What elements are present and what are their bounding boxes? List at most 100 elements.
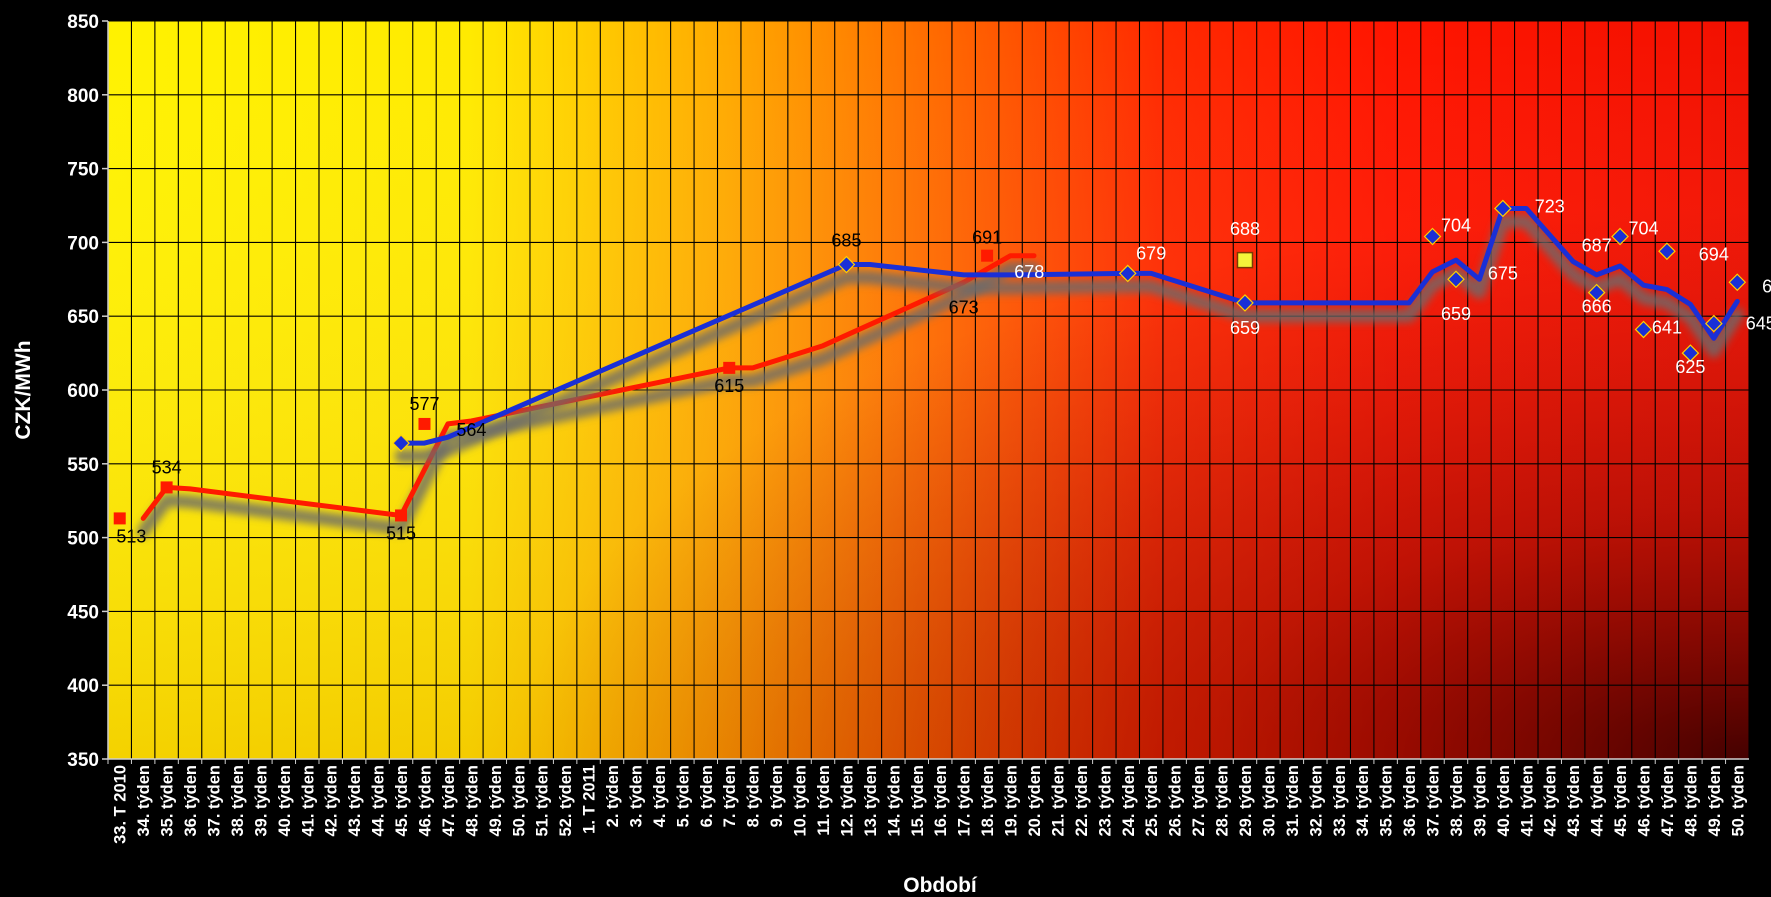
data-label: 534 [152,457,182,477]
series-2-marker [1658,242,1676,261]
series-2-marker [837,255,856,274]
x-tick-label: 2. týden [604,765,622,827]
x-tick-label: 48. týden [1682,765,1700,837]
x-tick-label: 1. T 2011 [581,765,599,834]
x-tick-label: 47. týden [440,765,458,837]
series-2-marker [1634,320,1653,339]
x-tick-label: 45. týden [393,765,411,837]
data-label: 645 [1746,314,1771,334]
x-tick-label: 33. týden [1331,765,1349,837]
x-axis-title: Období [903,874,978,897]
data-label: 615 [714,376,744,396]
x-tick-label: 43. týden [346,765,364,837]
gridlines [107,20,1750,760]
x-tick-label: 5. týden [674,765,692,827]
data-label: 685 [831,231,861,251]
x-tick-label: 49. týden [487,765,505,837]
x-tick-label: 46. týden [1636,765,1654,837]
x-tick-label: 31. týden [1284,765,1302,837]
x-tick-label: 30. týden [1260,765,1278,837]
x-tick-label: 26. týden [1167,765,1185,837]
x-tick-label: 51. týden [534,765,552,837]
x-tick-label: 46. týden [416,765,434,837]
x-tick-label: 17. týden [956,765,974,837]
x-tick-label: 35. týden [1378,765,1396,837]
x-tick-label: 41. týden [299,765,317,837]
x-tick-label: 8. týden [745,765,763,827]
data-label: 694 [1699,244,1729,264]
x-tick-label: 37. týden [1425,765,1443,837]
series-1-marker [160,481,173,494]
x-tick-label: 13. týden [862,765,880,837]
y-tick-label: 750 [67,160,99,181]
y-tick-label: 650 [67,307,99,328]
series-2-marker [1494,199,1512,218]
x-tick-label: 23. týden [1096,765,1114,837]
series-2-line [398,206,1740,446]
data-label: 564 [456,420,486,440]
data-label: 679 [1136,243,1166,263]
x-tick-label: 40. týden [276,765,294,837]
data-label: 691 [972,228,1002,248]
x-tick-label: 14. týden [885,765,903,837]
x-tick-label: 48. týden [463,765,481,837]
y-tick-label: 550 [67,455,99,476]
series-2-marker [1704,314,1723,333]
x-tick-label: 4. týden [651,765,669,827]
x-tick-label: 10. týden [792,765,810,837]
x-tick-label: 49. týden [1706,765,1724,837]
x-tick-label: 43. týden [1565,765,1583,837]
x-tick-label: 27. týden [1190,765,1208,837]
series-2-marker [1447,270,1465,289]
y-axis: 850 800 750 700 650 600 550 500 450 400 350 [67,12,108,771]
y-tick-label: 600 [67,381,99,402]
series-1-marker [981,249,994,262]
x-tick-label: 38. týden [1448,765,1466,837]
x-tick-label: 40. týden [1495,765,1513,837]
x-tick-label: 42. týden [323,765,341,837]
x-axis: 33. T 2010 34. týden 35. týden 36. týden 37.… [107,759,1747,844]
x-tick-label: 6. týden [698,765,716,827]
x-tick-label: 39. týden [252,765,270,837]
x-tick-label: 3. týden [627,765,645,827]
x-tick-label: 44. týden [1589,765,1607,837]
data-label: 723 [1535,196,1565,216]
series-2-marker [1611,227,1629,246]
x-tick-label: 25. týden [1143,765,1161,837]
data-label: 666 [1582,297,1612,317]
data-label: 704 [1628,218,1658,238]
x-tick-label: 11. týden [815,765,833,836]
data-label: 673 [949,297,979,317]
x-tick-label: 33. T 2010 [112,765,130,844]
x-tick-label: 52. týden [557,765,575,837]
x-tick-label: 34. týden [135,765,153,837]
data-label: 659 [1441,304,1471,324]
data-label: 675 [1488,263,1518,283]
data-label: 673 [1762,276,1771,296]
x-tick-label: 39. týden [1471,765,1489,837]
y-tick-label: 700 [67,233,99,254]
x-tick-label: 36. týden [182,765,200,837]
data-label: 641 [1652,317,1682,337]
data-label: 659 [1230,318,1260,338]
x-tick-label: 35. týden [159,765,177,837]
series-2-marker [1118,264,1137,283]
data-label: 687 [1582,236,1612,256]
y-tick-label: 800 [67,86,99,107]
x-tick-label: 9. týden [768,765,786,827]
series-1-marker [418,417,431,430]
data-label: 515 [386,523,416,543]
x-tick-label: 42. týden [1542,765,1560,837]
x-tick-label: 41. týden [1518,765,1536,837]
series-layer [113,199,1747,538]
series-2-marker [1423,227,1442,246]
x-tick-label: 34. týden [1354,765,1372,837]
series-1-marker [723,361,736,374]
x-tick-label: 7. týden [721,765,739,827]
data-label: 688 [1230,219,1260,239]
x-tick-label: 16. týden [932,765,950,837]
x-tick-label: 37. týden [205,765,223,837]
x-tick-label: 18. týden [979,765,997,837]
data-labels: 513 534 515 577 564 615 685 691 678 673 679 688 659 7… [116,196,1771,546]
